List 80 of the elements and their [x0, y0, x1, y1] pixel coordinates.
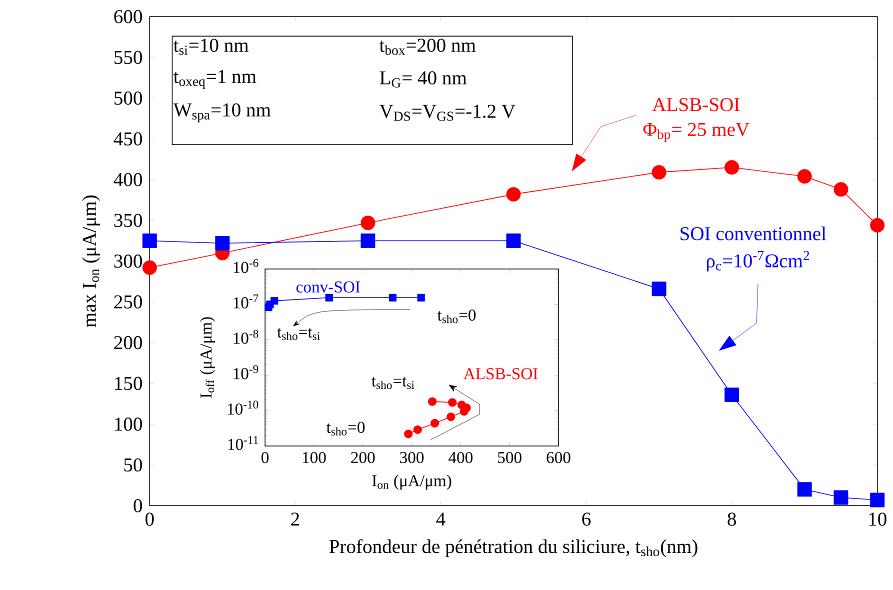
- point: [506, 187, 521, 202]
- x-tick-label: 400: [448, 452, 473, 464]
- point: [142, 234, 157, 248]
- y-tick-label: 10$^{-9}$: [234, 365, 258, 380]
- y-tick-label: 10$^{-7}$: [234, 294, 258, 309]
- y-axis-title: max I$_{on}$ (μA/μm): [82, 196, 100, 328]
- point: [834, 182, 848, 197]
- x-tick-label: 6: [582, 512, 591, 526]
- annotation: Φ$_{bp}$= 25 meV: [643, 123, 750, 142]
- point: [413, 425, 422, 434]
- point: [360, 216, 376, 230]
- annotation: t$_{box}$=200 nm: [379, 38, 476, 55]
- x-tick-label: 0: [262, 452, 269, 464]
- annotation: t$_{sho}$=t$_{si}$: [372, 377, 414, 390]
- x-tick-label: 2: [291, 512, 299, 526]
- y-tick-label: 0: [134, 499, 142, 512]
- x-tick-label: 300: [400, 452, 424, 464]
- y-tick-label: 10$^{-8}$: [234, 330, 258, 344]
- x-tick-label: 600: [546, 452, 570, 464]
- point: [142, 260, 157, 276]
- y-tick-label: 250: [114, 295, 142, 309]
- annotation: ρ$_{c}$=10$^{-7}$Ωcm$^{2}$: [706, 250, 810, 272]
- point: [404, 430, 413, 438]
- y-tick-label: 150: [115, 376, 142, 390]
- point: [428, 397, 437, 406]
- point: [797, 482, 812, 497]
- y-tick-label: 550: [114, 50, 142, 64]
- y-tick-label: 450: [114, 132, 142, 146]
- point: [797, 169, 812, 184]
- y-tick-label: 200: [114, 336, 142, 350]
- point: [215, 236, 230, 251]
- y-tick-label: 300: [114, 254, 142, 268]
- y-tick-label: 10$^{-11}$: [228, 436, 258, 450]
- point: [724, 388, 740, 402]
- y-tick-label: 10$^{-10}$: [228, 400, 258, 415]
- y-axis-title: I$_{off}$ (μA/μm): [200, 317, 216, 398]
- x-tick-label: 10: [869, 512, 886, 526]
- point: [360, 234, 376, 248]
- point: [270, 297, 278, 305]
- x-tick-label: 500: [498, 452, 522, 464]
- annotation: W$_{spa}$=10 nm: [173, 103, 271, 122]
- x-axis-title: I$_{on}$ (μA/μm): [372, 474, 452, 490]
- text: SOI conventionnel: [680, 226, 826, 240]
- point: [446, 412, 456, 422]
- point: [325, 294, 333, 302]
- point: [724, 160, 740, 175]
- annotation: t$_{sho}$=0: [437, 310, 476, 324]
- point: [870, 218, 885, 233]
- y-tick-label: 500: [114, 92, 142, 105]
- x-tick-label: 200: [351, 452, 375, 464]
- annotation: t$_{oxeq}$=1 nm: [174, 70, 256, 89]
- point: [388, 294, 397, 302]
- y-tick-label: 50: [124, 458, 142, 472]
- x-axis-title: Profondeur de pénétration du siliciure, t$_{sho}$(nm): [329, 539, 698, 558]
- y-tick-label: 10$^{-6}$: [234, 259, 258, 274]
- point: [448, 398, 457, 407]
- annotation: t$_{sho}$=t$_{si}$: [277, 328, 320, 340]
- x-tick-label: 0: [146, 512, 154, 526]
- y-tick-label: 400: [114, 173, 142, 186]
- y-tick-label: 350: [114, 214, 142, 228]
- x-tick-label: 8: [728, 512, 736, 526]
- annotation: t$_{si}$=10 nm: [174, 38, 249, 55]
- point: [870, 492, 885, 508]
- point: [506, 234, 521, 248]
- text: ALSB-SOI: [652, 98, 740, 112]
- y-tick-label: 600: [114, 10, 142, 24]
- point: [417, 294, 425, 302]
- annotation: t$_{sho}$=0: [326, 422, 365, 436]
- annotation: V$_{DS}$=V$_{GS}$=-1.2 V: [379, 104, 516, 121]
- y-tick-label: 100: [115, 418, 142, 431]
- annotation: L$_{G}$= 40 nm: [380, 71, 467, 88]
- point: [652, 165, 666, 180]
- series-label: conv-SOI: [296, 282, 360, 293]
- point: [430, 419, 440, 428]
- x-tick-label: 4: [436, 512, 446, 526]
- point: [652, 282, 666, 296]
- x-tick-label: 100: [302, 452, 326, 464]
- point: [457, 400, 466, 410]
- series-label: ALSB-SOI: [464, 368, 538, 380]
- point: [834, 490, 848, 505]
